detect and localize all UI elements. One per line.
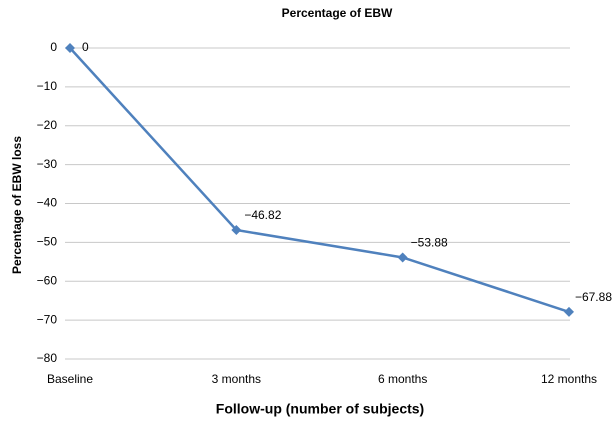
y-axis-title: Percentage of EBW loss	[10, 136, 24, 274]
y-tick-label: −10	[37, 79, 58, 93]
data-label: −67.88	[575, 290, 612, 304]
y-tick-label: −30	[37, 157, 58, 171]
y-tick-label: −60	[37, 273, 58, 287]
y-tick-label: −50	[37, 235, 58, 249]
data-line	[69, 47, 570, 314]
chart-title: Percentage of EBW	[282, 6, 393, 20]
data-label: −46.82	[244, 208, 281, 222]
x-axis-title: Follow-up (number of subjects)	[216, 401, 424, 417]
y-tick-label: −20	[37, 118, 58, 132]
data-point	[564, 306, 574, 317]
data-point	[65, 43, 75, 53]
y-tick-label: −40	[37, 196, 58, 210]
data-point	[397, 252, 408, 263]
y-tick-label: −80	[37, 351, 58, 365]
x-tick-label: 3 months	[212, 372, 261, 386]
y-tick-label: −70	[37, 312, 58, 326]
data-label: −53.88	[411, 236, 448, 250]
x-tick-label: 6 months	[378, 372, 427, 386]
data-point	[231, 225, 242, 236]
x-tick-label: Baseline	[47, 372, 93, 386]
x-tick-label: 12 months	[541, 372, 597, 386]
data-label: 0	[82, 40, 89, 54]
y-tick-label: 0	[50, 40, 57, 54]
